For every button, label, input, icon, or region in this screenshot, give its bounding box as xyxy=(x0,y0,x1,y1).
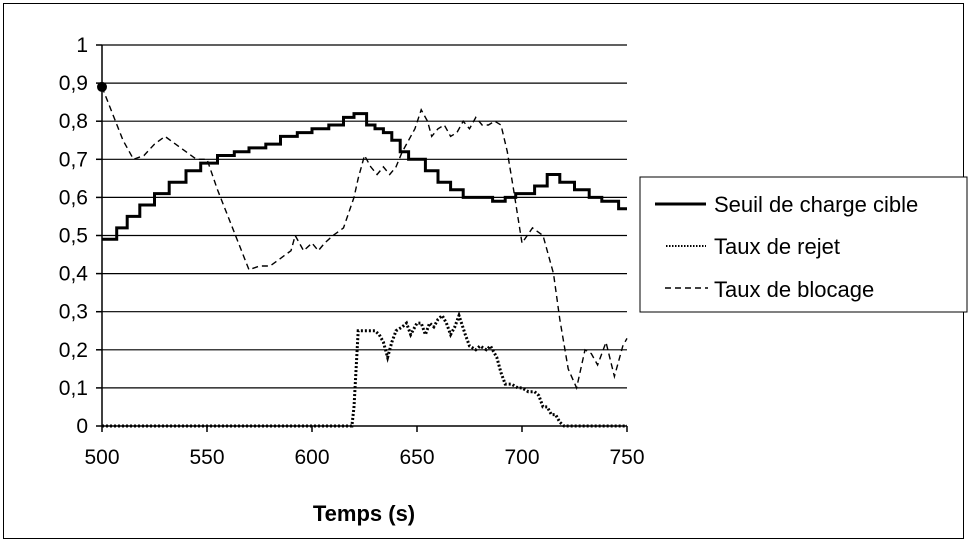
y-tick-label: 0,8 xyxy=(59,110,88,133)
y-tick-label: 0,1 xyxy=(59,377,88,400)
x-axis-title: Temps (s) xyxy=(313,501,415,526)
x-tick-label: 600 xyxy=(294,446,329,469)
legend-label-seuil: Seuil de charge cible xyxy=(714,192,918,217)
y-tick-label: 0 xyxy=(76,415,88,438)
legend-box xyxy=(639,176,968,313)
y-tick-label: 1 xyxy=(76,34,88,57)
y-tick-label: 0,9 xyxy=(59,72,88,95)
y-tick-label: 0,6 xyxy=(59,186,88,209)
x-tick-label: 500 xyxy=(84,446,119,469)
x-tick-label: 750 xyxy=(609,446,644,469)
legend-label-blocage: Taux de blocage xyxy=(714,277,874,302)
x-tick-label: 550 xyxy=(189,446,224,469)
y-tick-label: 0,2 xyxy=(59,339,88,362)
axes xyxy=(96,44,628,432)
x-tick-label: 650 xyxy=(399,446,434,469)
series-line-seuil-de-charge-cible xyxy=(102,112,627,241)
gridlines xyxy=(102,44,627,389)
x-tick-label: 700 xyxy=(504,446,539,469)
series-line-taux-de-rejet xyxy=(102,310,627,428)
y-tick-label: 0,5 xyxy=(59,225,88,248)
y-tick-label: 0,4 xyxy=(59,263,89,286)
x-tick-labels: 500 550 600 650 700 750 xyxy=(84,446,644,469)
series-layer xyxy=(97,81,628,428)
y-tick-label: 0,7 xyxy=(59,148,88,171)
legend: Seuil de charge cible Taux de rejet Taux… xyxy=(639,176,968,313)
y-tick-labels: 0 0,1 0,2 0,3 0,4 0,5 0,6 0,7 0,8 0,9 1 xyxy=(59,34,89,438)
legend-label-rejet: Taux de rejet xyxy=(714,234,840,259)
y-tick-label: 0,3 xyxy=(59,301,88,324)
series-line-taux-de-blocage xyxy=(101,86,628,391)
